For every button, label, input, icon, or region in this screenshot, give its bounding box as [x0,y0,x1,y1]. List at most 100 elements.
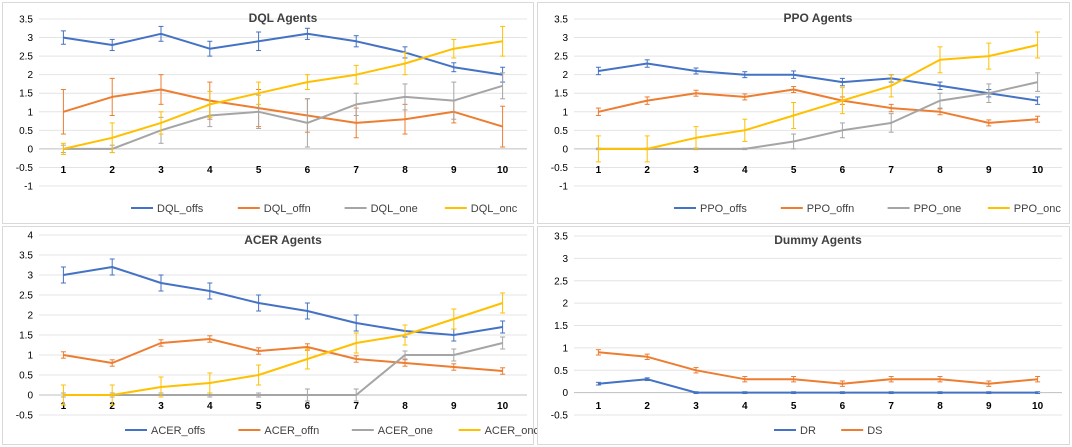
acer-chart-title: ACER Agents [244,233,322,247]
error-bar-dql-onc [451,38,457,59]
error-bar-dql-offn [109,77,115,116]
error-bar-ds [1035,376,1041,383]
acer-y-tick-label: 3.5 [19,251,33,262]
error-bar-ppo-offs [791,70,797,79]
error-bar-ppo-offn [791,86,797,93]
legend-label-dql-onc: DQL_onc [471,203,518,215]
error-bar-ppo-onc [693,126,699,150]
acer-y-tick-label: 1.5 [19,331,33,342]
error-bar-acer-onc [256,364,262,386]
series-line-acer-one [63,342,503,396]
series-line-dql-offn [63,88,503,128]
error-bar-dql-one [304,98,310,148]
error-bar-acer-onc [207,372,213,394]
error-bar-ppo-offn [693,89,699,97]
legend-label-ppo-onc: PPO_onc [1014,203,1062,215]
error-bar-acer-offs [109,258,115,276]
series-line-acer-offn [63,338,503,372]
error-bar-ppo-offs [693,67,699,75]
error-bar-dql-offs [60,30,66,45]
error-bar-dql-onc [158,111,164,135]
dummy-x-tick-label: 6 [840,401,846,412]
error-bar-acer-offs [207,282,213,300]
dummy-x-tick-label: 10 [1032,401,1044,412]
dql-x-tick-label: 2 [109,165,115,176]
legend-label-dql-offs: DQL_offs [157,203,204,215]
error-bar-dql-offs [158,25,164,42]
dql-x-tick-label: 7 [353,165,359,176]
chart-panel-ppo: -1 -0.5 0 0.5 1 1.5 2 2.5 3 3.5 1 2 3 4 5 6 7 8 9 10 PPO Age… [537,2,1070,224]
acer-x-tick-label: 10 [497,401,509,412]
error-bar-ppo-offn [644,96,650,105]
legend-label-dql-one: DQL_one [371,203,418,215]
error-bar-acer-offs [60,266,66,284]
legend-label-acer-one: ACER_one [378,425,433,437]
legend-label-acer-offs: ACER_offs [151,425,206,437]
acer-x-tick-label: 2 [109,401,115,412]
dummy-y-tick-label: 3.5 [554,232,568,243]
error-bar-acer-offn [353,355,359,363]
error-bar-ds [644,353,650,361]
error-bar-ppo-onc [595,135,601,163]
dummy-y-tick-label: -0.5 [551,411,569,422]
error-bar-dql-onc [109,122,115,154]
error-bar-acer-offn [109,359,115,367]
legend-label-dql-offn: DQL_offn [264,203,311,215]
dql-x-tick-label: 1 [61,165,67,176]
ppo-y-tick-label: 1.5 [554,89,568,100]
chart-svg-dummy: -0.5 0 0.5 1 1.5 2 2.5 3 3.5 1 2 3 4 5 6 7 8 9 10 Dummy Age… [551,232,1062,437]
acer-x-tick-label: 5 [256,401,262,412]
ppo-y-tick-label: 2.5 [554,52,568,63]
error-bar-dql-onc [60,142,66,155]
error-bar-ppo-one [839,122,845,139]
error-bar-dr [644,377,650,382]
acer-x-tick-label: 6 [305,401,311,412]
error-bar-dr [986,391,992,395]
error-bar-dql-onc [402,51,408,76]
error-bar-ppo-offs [742,71,748,79]
ppo-x-tick-label: 2 [644,165,650,176]
ppo-x-tick-label: 4 [742,165,748,176]
legend-label-acer-onc: ACER_onc [485,425,540,437]
ppo-y-tick-label: 0.5 [554,126,568,137]
error-bar-dr [791,391,797,395]
legend-label-ppo-offs: PPO_offs [700,203,747,215]
error-bar-ppo-offs [937,81,943,91]
error-bar-dql-offs [304,27,310,40]
dql-x-tick-label: 3 [158,165,164,176]
error-bar-acer-offs [304,302,310,320]
dql-y-tick-label: 1 [27,107,33,118]
error-bar-ppo-offs [644,59,650,68]
error-bar-ppo-offs [839,77,845,87]
error-bar-ds [937,376,943,383]
legend-label-acer-offn: ACER_offn [264,425,319,437]
error-bar-dql-offn [60,89,66,135]
error-bar-ppo-onc [839,87,845,115]
acer-y-tick-label: 0 [27,391,33,402]
error-bar-acer-one [353,388,359,402]
dql-y-tick-label: 3 [27,33,33,44]
error-bar-acer-offn [500,367,506,375]
error-bar-dql-offn [158,74,164,105]
acer-x-tick-label: 3 [158,401,164,412]
ppo-y-tick-label: 3 [562,33,568,44]
error-bar-acer-offn [256,347,262,355]
dql-x-tick-label: 8 [402,165,408,176]
error-bar-ds [693,367,699,374]
error-bar-acer-onc [402,324,408,346]
error-bar-dql-offn [500,105,506,148]
chart-svg-ppo: -1 -0.5 0 0.5 1 1.5 2 2.5 3 3.5 1 2 3 4 5 6 7 8 9 10 PPO Age… [551,11,1062,215]
chart-panel-dql: -1 -0.5 0 0.5 1 1.5 2 2.5 3 3.5 1 2 3 4 5 6 7 8 9 10 DQL Age… [2,2,534,224]
error-bar-acer-offn [402,359,408,367]
error-bar-dql-onc [256,81,262,105]
ppo-x-tick-label: 1 [596,165,602,176]
series-line-ds [598,351,1038,385]
error-bar-acer-offn [60,351,66,359]
ppo-y-tick-label: 0 [562,144,568,155]
error-bar-acer-offn [451,363,457,371]
error-bar-acer-one [304,388,310,402]
error-bar-ppo-offn [888,103,894,113]
error-bar-ppo-offn [595,107,601,116]
error-bar-dql-one [353,92,359,116]
error-bar-ds [742,376,748,383]
